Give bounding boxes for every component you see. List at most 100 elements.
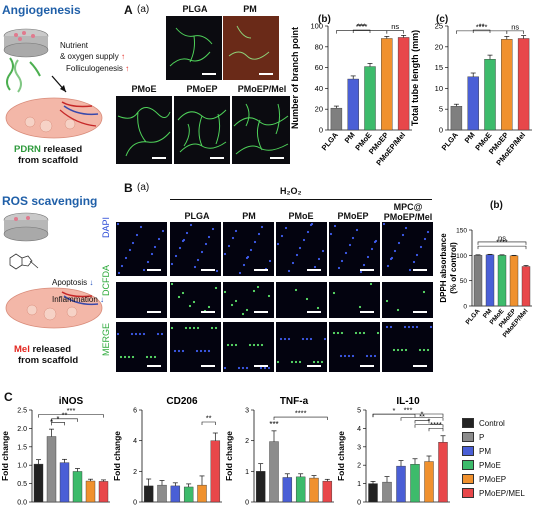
scale-bar [152,157,166,159]
scale-bar [307,365,321,367]
x-tick-label: PM [343,131,357,145]
from-scaffold-text: from scaffold [18,155,79,166]
significance-bracket [477,241,527,245]
ros-note-inflammation: Inflammation ↓ [52,295,104,304]
released-text: released [40,144,83,155]
cell-dot [400,348,404,352]
bar [473,255,483,307]
cell-dot [340,259,344,263]
cell-dot [181,349,185,353]
img-header-pm: PM [243,4,257,14]
cell-dot [332,331,336,335]
panel-label-Aa: (a) [137,4,150,15]
significance-bracket [372,413,444,417]
cell-dot [267,294,271,298]
y-tick-label: 20 [315,105,323,114]
y-tick-label: 150 [456,228,467,235]
legend-swatch [462,446,474,456]
cell-dot [260,225,264,229]
bar [157,484,167,503]
ros-image-tile [329,282,380,318]
legend-swatch [462,474,474,484]
cell-dot [317,257,321,261]
cell-dot [316,306,320,310]
cell-dot [310,222,314,226]
cell-dot [393,249,397,253]
scale-bar [360,269,374,271]
cell-dot [196,326,200,330]
cell-dot [116,222,120,226]
down-arrow-icon: ↓ [100,295,105,304]
cell-dot [404,226,408,230]
bar [368,483,378,503]
cell-dot [412,260,416,264]
chart-cd206: CD206 0 2 4 6 Fold change ** [112,396,222,507]
bar [517,38,530,131]
cell-dot [160,332,164,336]
cell-dot [153,355,157,359]
angio-note-follic-text: Folliculogenesis [66,64,123,73]
y-axis-label: Fold change [224,431,234,481]
b-row-merge: MERGE [101,322,111,356]
cell-dot [294,360,298,364]
y-tick-label: 0 [319,126,323,135]
significance-label: ns [498,233,506,242]
cell-dot [355,228,359,232]
scale-bar [210,157,224,159]
scale-bar [307,311,321,313]
cell-dot [268,259,272,263]
cell-dot [207,235,211,239]
legend-item: P [462,432,484,442]
cell-dot [373,354,377,358]
scale-bar [360,311,374,313]
cell-dot [189,223,193,227]
cell-dot [192,326,196,330]
significance-bracket [386,30,404,34]
cell-dot [252,343,256,347]
y-tick-label: 0 [357,500,361,507]
cell-dot [145,355,149,359]
significance-bracket [414,420,430,424]
cell-dot [245,366,249,370]
bar [143,485,154,503]
cell-dot [210,326,214,330]
significance-label: *** [269,420,278,429]
cell-dot [295,253,299,257]
pdrn-release-caption: PDRN released from scaffold [14,144,82,166]
significance-label: *** [357,22,366,31]
significance-bracket [201,421,216,425]
cell-dot [343,354,347,358]
cell-dot [401,233,405,237]
cell-dot [119,355,123,359]
b-col-mpc: MPC@ PMoEP/Mel [383,202,433,222]
cell-dot [234,229,238,233]
y-tick-label: 100 [456,253,467,260]
y-tick-label: 3 [245,408,249,415]
y-tick-label: 25 [435,22,443,31]
y-tick-label: 1.5 [17,444,27,451]
cell-dot [230,303,234,307]
b-row-dcfda: DCFDA [101,265,111,296]
cell-dot [253,240,257,244]
scale-bar [259,73,273,75]
bar [521,266,531,307]
y-axis-label: Fold change [336,431,346,481]
significance-bracket [472,29,491,33]
cell-dot [199,349,203,353]
significance-label: * [428,416,431,425]
cell-dot [188,326,192,330]
panel-label-Ab: (b) [318,14,331,25]
cell-dot [146,260,150,264]
cell-dot [161,229,165,233]
cell-dot [418,348,422,352]
cell-dot [123,355,127,359]
b-col-pmoe: PMoE [288,211,314,221]
from-scaffold-text: from scaffold [18,355,79,366]
cell-dot [415,253,419,257]
cell-dot [248,343,252,347]
bar [295,476,306,503]
y-tick-label: 2 [133,469,137,476]
cell-dot [329,232,333,236]
